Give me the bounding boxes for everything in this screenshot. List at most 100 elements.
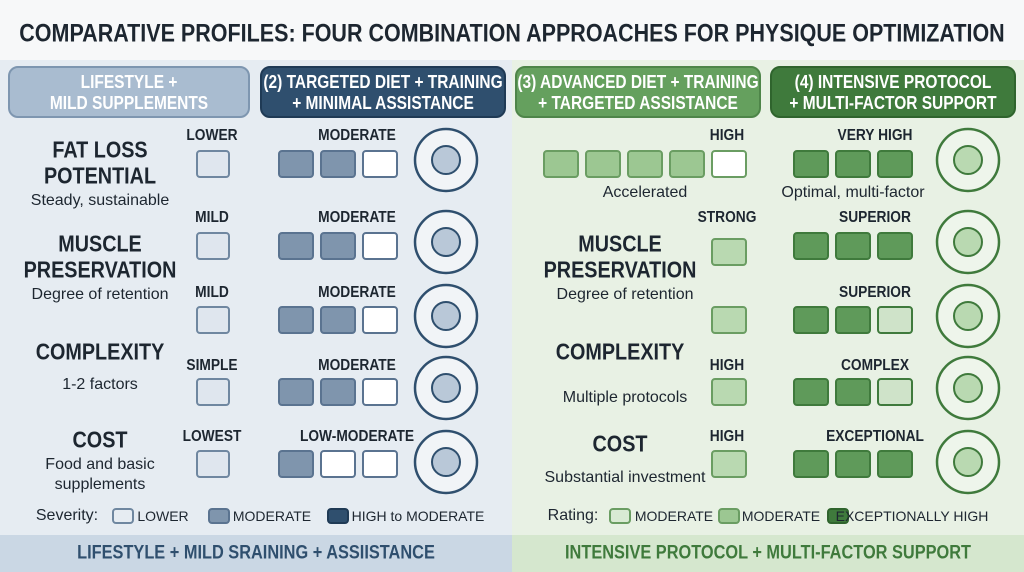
rating: LOWER: [186, 127, 238, 144]
rating-box: [793, 378, 829, 406]
rating-box: [711, 238, 747, 266]
rating-box: [585, 150, 621, 178]
legend-title: Severity:: [35, 507, 99, 524]
rating: MILD: [195, 209, 229, 226]
row-note: Food and basic: [45, 456, 155, 473]
rating-box: [718, 508, 740, 524]
rating-box: [320, 450, 356, 478]
footer-left-band: [0, 535, 512, 572]
row-note: supplements: [54, 476, 146, 493]
icon-part: [431, 301, 461, 331]
title: COMPARATIVE PROFILES: FOUR COMBINATION A…: [19, 19, 1005, 48]
rating-box: [877, 378, 913, 406]
rating-box: [320, 232, 356, 260]
rating-box: [320, 150, 356, 178]
rating-box: [711, 378, 747, 406]
legend-item: HIGH to MODERATE: [351, 508, 485, 524]
rating-box: [196, 306, 230, 334]
row-note: Substantial investment: [544, 469, 706, 486]
footer-right-band: [512, 535, 1024, 572]
rating: MODERATE: [318, 127, 396, 144]
rating-box: [877, 232, 913, 260]
header-box: [260, 66, 506, 118]
rating-box: [793, 150, 829, 178]
rating-box: [877, 306, 913, 334]
header-box: [770, 66, 1016, 118]
row-name: PRESERVATION: [543, 256, 697, 283]
row-note: Degree of retention: [31, 286, 169, 303]
row-name: MUSCLE: [578, 230, 662, 257]
rating-box: [278, 450, 314, 478]
rating-box: [609, 508, 631, 524]
rating-box: [327, 508, 349, 524]
header-box: [8, 66, 250, 118]
icon-part: [953, 145, 983, 175]
row-note: 1-2 factors: [62, 376, 138, 393]
rating: HIGH: [709, 127, 745, 144]
rating: SUPERIOR: [839, 209, 911, 226]
rating-box: [196, 378, 230, 406]
rating-box: [835, 450, 871, 478]
rating-box: [827, 508, 849, 524]
rating-box: [627, 150, 663, 178]
rating: HIGH: [709, 428, 745, 445]
row-name: PRESERVATION: [23, 256, 177, 283]
row-name: COMPLEXITY: [35, 338, 165, 365]
rating: SUPERIOR: [839, 284, 911, 301]
header-text: LIFESTYLE +: [80, 72, 178, 92]
header-text: + MULTI-FACTOR SUPPORT: [789, 93, 997, 113]
header-text: (4) INTENSIVE PROTOCOL: [794, 72, 992, 92]
rating-box: [835, 150, 871, 178]
icon-part: [431, 447, 461, 477]
row-note: Degree of retention: [556, 286, 694, 303]
header-text: (3) ADVANCED DIET + TRAINING: [517, 72, 759, 92]
rating-box: [320, 378, 356, 406]
rating-box: [362, 150, 398, 178]
icon-part: [953, 301, 983, 331]
rating-box: [835, 232, 871, 260]
rating-box: [362, 232, 398, 260]
rating-box: [835, 306, 871, 334]
legend-item: EXCEPTIONALLY HIGH: [835, 508, 989, 524]
rating-box: [543, 150, 579, 178]
legend-title: Rating:: [547, 507, 599, 524]
rating-box: [877, 450, 913, 478]
rating-box: [835, 378, 871, 406]
rating-box: [711, 306, 747, 334]
row-note: Optimal, multi-factor: [781, 184, 925, 201]
rating-box: [278, 150, 314, 178]
rating: VERY HIGH: [837, 127, 913, 144]
header-box: [515, 66, 761, 118]
rating-box: [877, 150, 913, 178]
row-name: FAT LOSS: [52, 136, 148, 163]
icon-part: [431, 373, 461, 403]
rating-box: [793, 306, 829, 334]
footer-text: LIFESTYLE + MILD SRAINING + ASSIISTANCE: [77, 542, 435, 564]
header-text: + MINIMAL ASSISTANCE: [292, 93, 474, 113]
rating-box: [278, 232, 314, 260]
rating-box: [362, 378, 398, 406]
rating-box: [362, 306, 398, 334]
row-name: MUSCLE: [58, 230, 142, 257]
row-name: COMPLEXITY: [555, 338, 685, 365]
legend-item: MODERATE: [741, 508, 821, 524]
rating-box: [278, 378, 314, 406]
rating: STRONG: [697, 209, 757, 226]
rating-box: [112, 508, 134, 524]
icon-part: [431, 145, 461, 175]
footer-text: INTENSIVE PROTOCOL + MULTI-FACTOR SUPPOR…: [565, 542, 971, 564]
rating: EXCEPTIONAL: [826, 428, 924, 445]
rating: LOW-MODERATE: [299, 428, 415, 445]
rating: COMPLEX: [840, 357, 910, 374]
rating-box: [711, 150, 747, 178]
row-note: Multiple protocols: [562, 389, 688, 406]
rating-box: [320, 306, 356, 334]
row-name: POTENTIAL: [43, 162, 157, 189]
rating-box: [196, 232, 230, 260]
icon-part: [953, 227, 983, 257]
rating: MODERATE: [318, 357, 396, 374]
legend-item: MODERATE: [634, 508, 714, 524]
row-name: COST: [592, 430, 648, 457]
